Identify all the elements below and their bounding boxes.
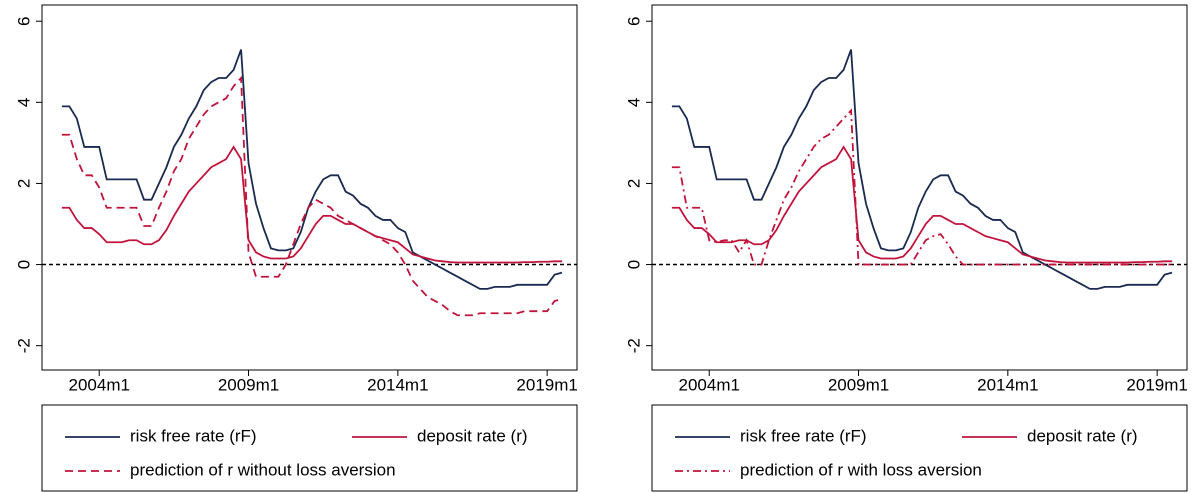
legend-label: deposit rate (r) [1027, 426, 1138, 445]
x-tick-label: 2004m1 [69, 375, 130, 394]
y-tick-label: -2 [624, 338, 643, 353]
y-tick-label: 4 [624, 98, 643, 107]
y-tick-label: 0 [624, 260, 643, 269]
x-tick-label: 2019m1 [516, 375, 577, 394]
series-line [671, 108, 1173, 266]
legend-label: risk free rate (rF) [740, 426, 867, 445]
y-tick-label: 2 [624, 179, 643, 188]
x-tick-label: 2014m1 [367, 375, 428, 394]
y-tick-label: 2 [14, 179, 33, 188]
x-tick-label: 2019m1 [1126, 375, 1187, 394]
y-tick-label: 6 [624, 16, 643, 25]
series-line [671, 49, 1173, 290]
plot-frame [651, 4, 1188, 371]
legend-label: risk free rate (rF) [130, 426, 257, 445]
x-tick-label: 2004m1 [679, 375, 740, 394]
legend-box [651, 404, 1188, 492]
x-tick-label: 2014m1 [977, 375, 1038, 394]
y-tick-label: -2 [14, 338, 33, 353]
y-tick-label: 0 [14, 260, 33, 269]
series-line [61, 75, 563, 317]
legend-label: prediction of r without loss aversion [130, 460, 396, 479]
y-tick-label: 4 [14, 98, 33, 107]
series-line [61, 145, 563, 264]
legend-label: deposit rate (r) [417, 426, 528, 445]
series-line [671, 145, 1173, 264]
legend-box [41, 404, 578, 492]
x-tick-label: 2009m1 [218, 375, 279, 394]
x-tick-label: 2009m1 [828, 375, 889, 394]
plot-frame [41, 4, 578, 371]
series-line [61, 49, 563, 290]
y-tick-label: 6 [14, 16, 33, 25]
legend-label: prediction of r with loss aversion [740, 460, 982, 479]
